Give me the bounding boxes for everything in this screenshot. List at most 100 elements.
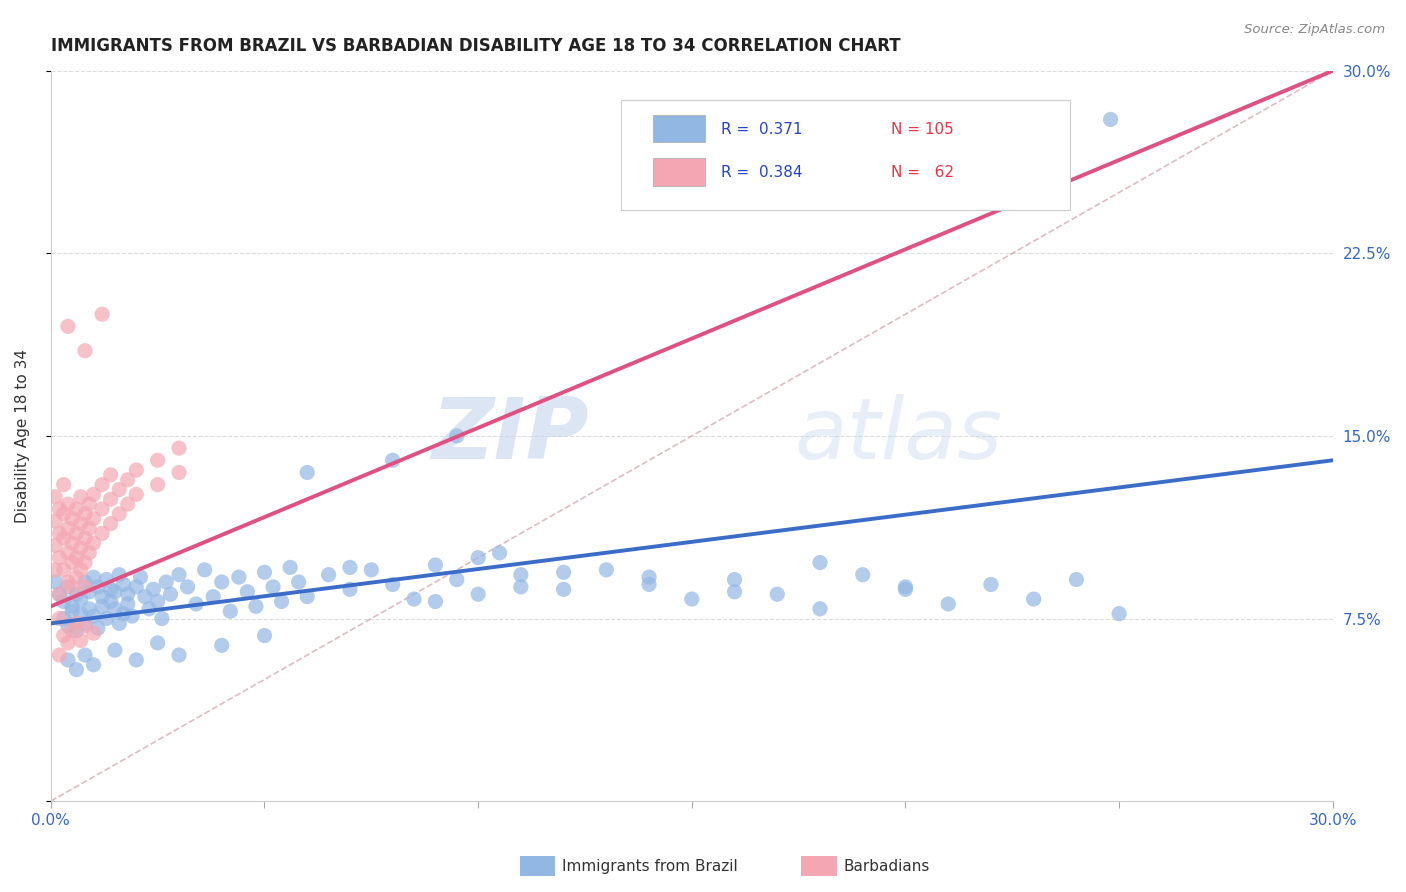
Point (425, 594, 447, 608)
Point (125, 653, 148, 667)
Point (808, 556, 831, 570)
Point (176, 580, 198, 594)
Point (339, 582, 361, 597)
Point (980, 577, 1002, 591)
Point (56, 574, 79, 589)
Point (402, 592, 425, 607)
Text: IMMIGRANTS FROM BRAZIL VS BARBADIAN DISABILITY AGE 18 TO 34 CORRELATION CHART: IMMIGRANTS FROM BRAZIL VS BARBADIAN DISA… (51, 37, 900, 55)
Point (52, 629, 75, 643)
Point (83, 609, 105, 624)
Point (56, 636, 79, 650)
Point (936, 597, 959, 611)
Point (219, 604, 242, 618)
Point (723, 584, 745, 599)
Point (446, 429, 468, 443)
Point (79, 602, 101, 616)
Point (184, 597, 207, 611)
Point (125, 463, 148, 477)
Point (167, 567, 190, 582)
Point (83, 657, 105, 672)
Point (104, 584, 127, 599)
Point (65, 663, 87, 677)
Point (48, 502, 70, 516)
Point (73, 343, 96, 358)
Point (894, 582, 917, 597)
Point (146, 636, 169, 650)
Point (83, 626, 105, 640)
Point (125, 487, 148, 501)
Point (91, 502, 114, 516)
Point (1022, 592, 1045, 607)
Point (297, 466, 319, 480)
Point (56, 546, 79, 560)
Point (509, 567, 531, 582)
Point (87, 580, 110, 594)
Point (150, 611, 173, 625)
Point (56, 521, 79, 535)
Point (339, 560, 361, 574)
Point (638, 570, 661, 584)
Point (134, 590, 156, 604)
Point (318, 567, 340, 582)
Text: R =  0.371: R = 0.371 (721, 121, 803, 136)
Point (100, 594, 122, 608)
Point (83, 512, 105, 526)
Point (69, 607, 91, 621)
Point (488, 546, 510, 560)
Point (253, 629, 276, 643)
Point (52, 563, 75, 577)
Point (65, 502, 87, 516)
Point (52, 611, 75, 625)
Point (297, 590, 319, 604)
Point (167, 441, 190, 455)
Point (91, 599, 114, 614)
Point (117, 473, 139, 487)
Text: Immigrants from Brazil: Immigrants from Brazil (562, 859, 738, 873)
FancyBboxPatch shape (621, 100, 1070, 210)
Point (595, 563, 617, 577)
Point (117, 587, 139, 601)
Point (808, 602, 831, 616)
Point (766, 587, 789, 601)
Point (253, 566, 276, 580)
Point (112, 577, 135, 591)
Point (69, 633, 91, 648)
Point (108, 483, 131, 497)
Point (79, 521, 101, 535)
Text: N = 105: N = 105 (890, 121, 953, 136)
Text: N =   62: N = 62 (890, 166, 953, 180)
Point (121, 609, 143, 624)
Point (228, 570, 250, 584)
Point (73, 580, 96, 594)
Y-axis label: Disability Age 18 to 34: Disability Age 18 to 34 (15, 349, 30, 523)
Point (100, 492, 122, 507)
Point (108, 616, 131, 631)
Point (360, 563, 382, 577)
Point (69, 516, 91, 531)
Point (73, 574, 96, 589)
Point (48, 611, 70, 625)
Point (48, 526, 70, 541)
Point (83, 487, 105, 501)
Point (211, 574, 233, 589)
Point (553, 566, 575, 580)
Point (60, 536, 83, 550)
Point (56, 653, 79, 667)
Point (142, 582, 165, 597)
Point (52, 507, 75, 521)
Point (44, 514, 66, 528)
Point (1099, 112, 1122, 127)
Point (73, 507, 96, 521)
Point (96, 573, 118, 587)
Point (117, 497, 139, 511)
Point (48, 550, 70, 565)
Point (91, 307, 114, 321)
Point (73, 619, 96, 633)
Text: R =  0.384: R = 0.384 (721, 166, 803, 180)
Point (446, 573, 468, 587)
Point (83, 536, 105, 550)
Point (52, 477, 75, 491)
Point (96, 611, 118, 625)
Point (104, 602, 127, 616)
Point (65, 616, 87, 631)
